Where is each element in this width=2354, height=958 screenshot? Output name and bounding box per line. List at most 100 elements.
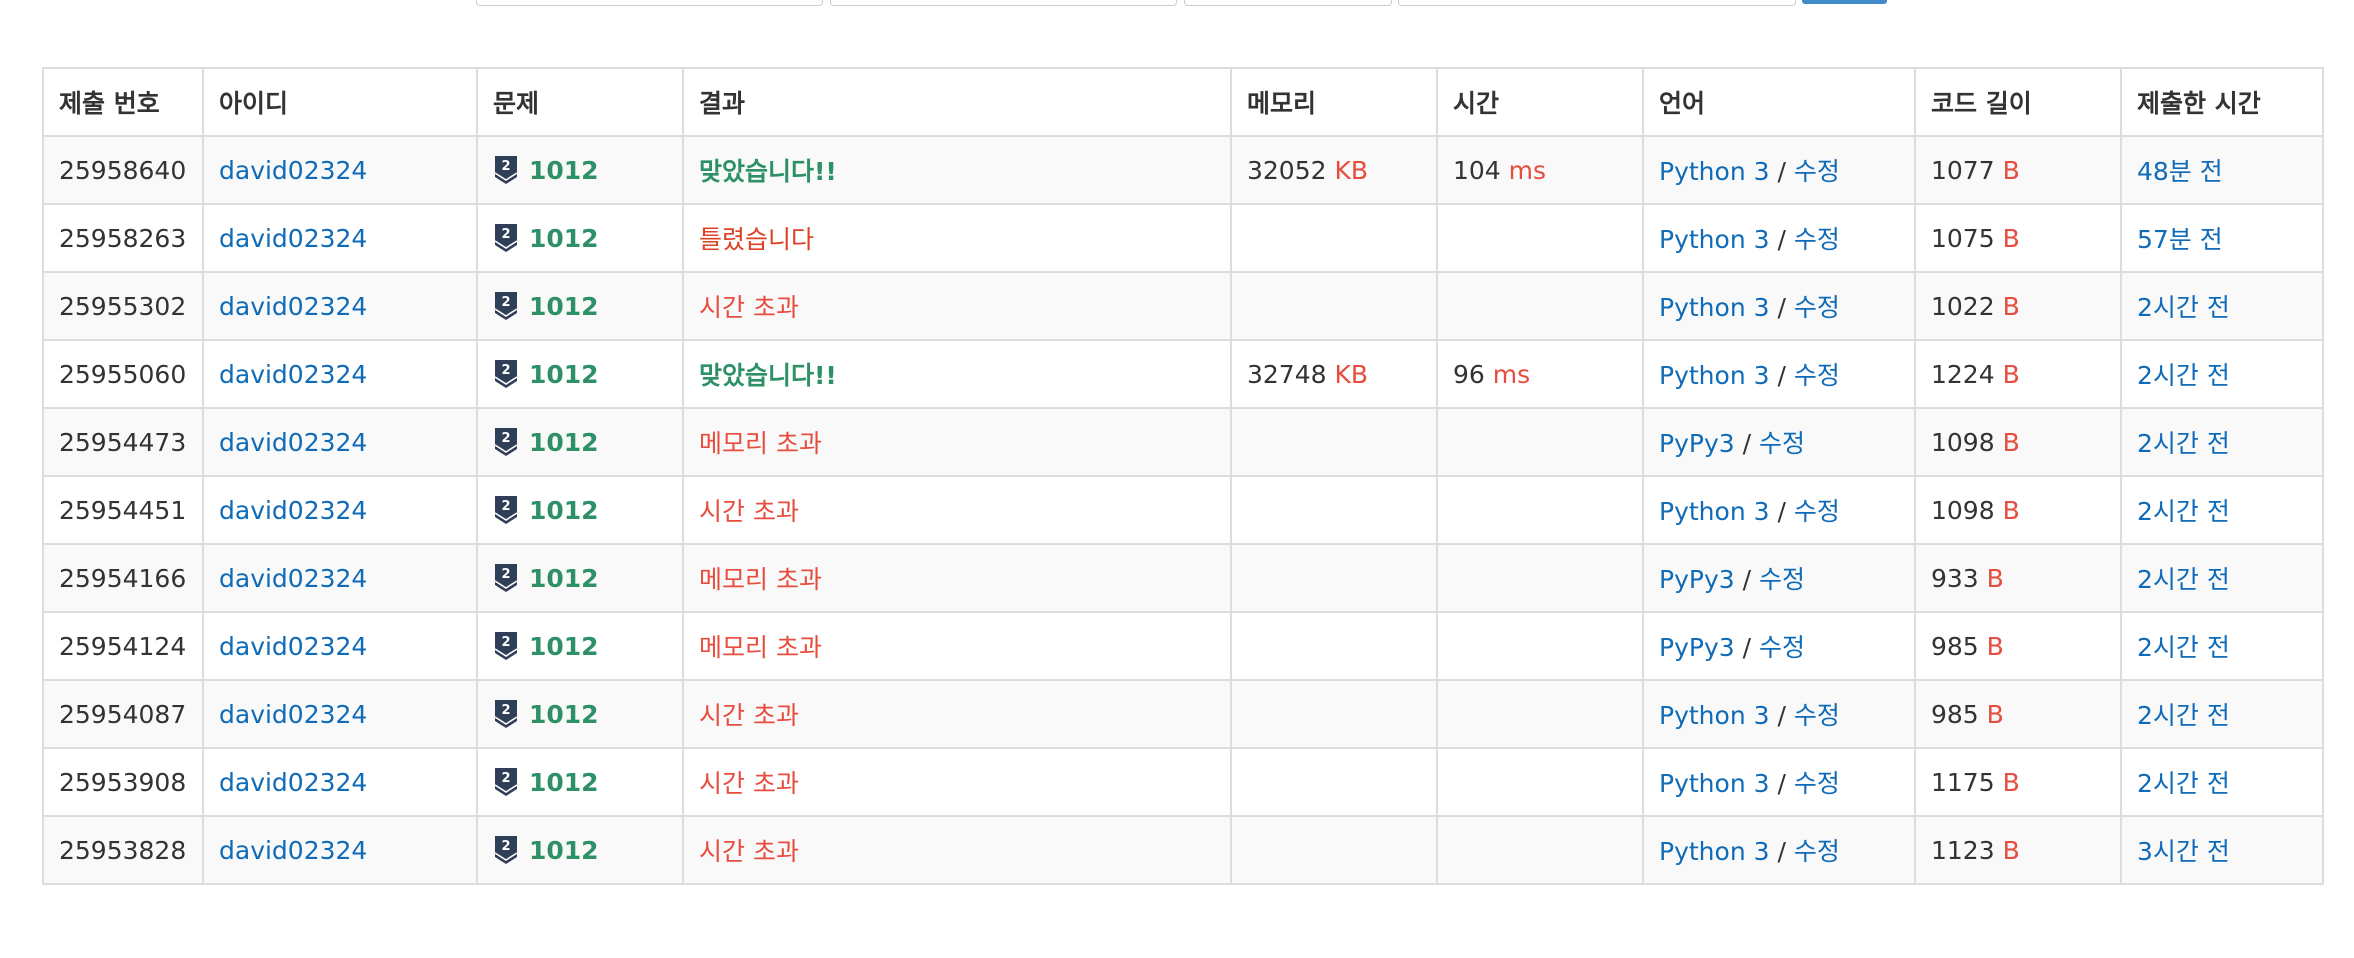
language-link[interactable]: Python 3 <box>1659 361 1770 390</box>
language-link[interactable]: PyPy3 <box>1659 565 1735 594</box>
code-length-unit: B <box>2002 427 2020 457</box>
language-link[interactable]: Python 3 <box>1659 293 1770 322</box>
search-button[interactable] <box>1802 0 1887 4</box>
problem-id-filter-input[interactable] <box>476 0 823 6</box>
language-link[interactable]: Python 3 <box>1659 157 1770 186</box>
submission-row: 25954451 david02324 2 1012 시간 초과 Python … <box>42 475 2324 545</box>
edit-link[interactable]: 수정 <box>1793 701 1840 730</box>
submission-row: 25954473 david02324 2 1012 메모리 초과 PyPy3 … <box>42 407 2324 477</box>
problem-link[interactable]: 1012 <box>529 359 599 389</box>
submitted-time-link[interactable]: 2시간 전 <box>2137 497 2230 526</box>
edit-link[interactable]: 수정 <box>1793 157 1840 186</box>
language-link[interactable]: Python 3 <box>1659 225 1770 254</box>
user-id-link[interactable]: david02324 <box>219 155 368 185</box>
time-unit: ms <box>1508 155 1547 185</box>
problem-link[interactable]: 1012 <box>529 631 599 661</box>
silver-2-tier-icon: 2 <box>493 563 519 593</box>
edit-link[interactable]: 수정 <box>1793 225 1840 254</box>
submitted-time-link[interactable]: 57분 전 <box>2137 225 2223 254</box>
result-filter-select[interactable] <box>1398 0 1796 6</box>
code-length-unit: B <box>1986 563 2004 593</box>
submission-id: 25954124 <box>42 611 204 681</box>
code-length-unit: B <box>2002 155 2020 185</box>
problem-link[interactable]: 1012 <box>529 835 599 865</box>
user-id-link[interactable]: david02324 <box>219 291 368 321</box>
edit-link[interactable]: 수정 <box>1793 769 1840 798</box>
separator-slash: / <box>1777 361 1786 390</box>
problem-link[interactable]: 1012 <box>529 767 599 797</box>
silver-2-tier-icon: 2 <box>493 155 519 185</box>
svg-text:2: 2 <box>501 839 510 854</box>
problem-link[interactable]: 1012 <box>529 155 599 185</box>
column-header-time[interactable]: 시간 <box>1436 67 1644 137</box>
result-text: 시간 초과 <box>699 837 799 866</box>
edit-link[interactable]: 수정 <box>1793 361 1840 390</box>
problem-link[interactable]: 1012 <box>529 699 599 729</box>
problem-link[interactable]: 1012 <box>529 495 599 525</box>
column-header-language[interactable]: 언어 <box>1642 67 1916 137</box>
submission-row: 25958640 david02324 2 1012 맞았습니다!! 32052… <box>42 135 2324 205</box>
column-header-user-id[interactable]: 아이디 <box>202 67 478 137</box>
code-length-value: 985 <box>1931 631 1979 661</box>
language-link[interactable]: Python 3 <box>1659 837 1770 866</box>
user-id-link[interactable]: david02324 <box>219 359 368 389</box>
submission-id: 25954473 <box>42 407 204 477</box>
user-id-link[interactable]: david02324 <box>219 427 368 457</box>
submitted-time-link[interactable]: 2시간 전 <box>2137 361 2230 390</box>
code-length-unit: B <box>2002 835 2020 865</box>
user-id-link[interactable]: david02324 <box>219 495 368 525</box>
separator-slash: / <box>1742 565 1752 594</box>
submission-status-table: 제출 번호 아이디 문제 결과 메모리 시간 언어 코드 길이 제출한 시간 2… <box>42 67 2324 885</box>
submission-row: 25958263 david02324 2 1012 틀렸습니다 Python … <box>42 203 2324 273</box>
submitted-time-link[interactable]: 2시간 전 <box>2137 429 2230 458</box>
time-unit: ms <box>1492 359 1531 389</box>
edit-link[interactable]: 수정 <box>1759 633 1806 662</box>
column-header-problem[interactable]: 문제 <box>476 67 684 137</box>
submitted-time-link[interactable]: 2시간 전 <box>2137 701 2230 730</box>
problem-link[interactable]: 1012 <box>529 291 599 321</box>
code-length-value: 1077 <box>1931 155 1995 185</box>
language-link[interactable]: PyPy3 <box>1659 633 1735 662</box>
submission-row: 25955060 david02324 2 1012 맞았습니다!! 32748… <box>42 339 2324 409</box>
edit-link[interactable]: 수정 <box>1793 837 1840 866</box>
language-link[interactable]: Python 3 <box>1659 701 1770 730</box>
time-value: 104 <box>1453 155 1501 185</box>
column-header-result[interactable]: 결과 <box>682 67 1232 137</box>
problem-link[interactable]: 1012 <box>529 427 599 457</box>
submitted-time-link[interactable]: 2시간 전 <box>2137 565 2230 594</box>
edit-link[interactable]: 수정 <box>1793 497 1840 526</box>
user-id-link[interactable]: david02324 <box>219 699 368 729</box>
column-header-submission-id[interactable]: 제출 번호 <box>42 67 204 137</box>
edit-link[interactable]: 수정 <box>1793 293 1840 322</box>
column-header-submitted-time[interactable]: 제출한 시간 <box>2120 67 2324 137</box>
column-header-memory[interactable]: 메모리 <box>1230 67 1438 137</box>
language-link[interactable]: PyPy3 <box>1659 429 1735 458</box>
submitted-time-link[interactable]: 48분 전 <box>2137 157 2223 186</box>
user-id-link[interactable]: david02324 <box>219 223 368 253</box>
user-id-filter-input[interactable] <box>830 0 1177 6</box>
language-filter-select[interactable] <box>1184 0 1392 6</box>
submission-id: 25954451 <box>42 475 204 545</box>
user-id-link[interactable]: david02324 <box>219 767 368 797</box>
edit-link[interactable]: 수정 <box>1759 565 1806 594</box>
submitted-time-link[interactable]: 2시간 전 <box>2137 293 2230 322</box>
language-link[interactable]: Python 3 <box>1659 497 1770 526</box>
column-header-code-length[interactable]: 코드 길이 <box>1914 67 2122 137</box>
user-id-link[interactable]: david02324 <box>219 631 368 661</box>
language-link[interactable]: Python 3 <box>1659 769 1770 798</box>
svg-text:2: 2 <box>501 227 510 242</box>
code-length-value: 1224 <box>1931 359 1995 389</box>
submitted-time-link[interactable]: 2시간 전 <box>2137 633 2230 662</box>
submitted-time-link[interactable]: 2시간 전 <box>2137 769 2230 798</box>
edit-link[interactable]: 수정 <box>1759 429 1806 458</box>
problem-link[interactable]: 1012 <box>529 563 599 593</box>
user-id-link[interactable]: david02324 <box>219 563 368 593</box>
silver-2-tier-icon: 2 <box>493 631 519 661</box>
problem-link[interactable]: 1012 <box>529 223 599 253</box>
silver-2-tier-icon: 2 <box>493 291 519 321</box>
user-id-link[interactable]: david02324 <box>219 835 368 865</box>
separator-slash: / <box>1742 633 1752 662</box>
submission-row: 25954087 david02324 2 1012 시간 초과 Python … <box>42 679 2324 749</box>
submitted-time-link[interactable]: 3시간 전 <box>2137 837 2230 866</box>
result-text: 메모리 초과 <box>699 429 822 458</box>
